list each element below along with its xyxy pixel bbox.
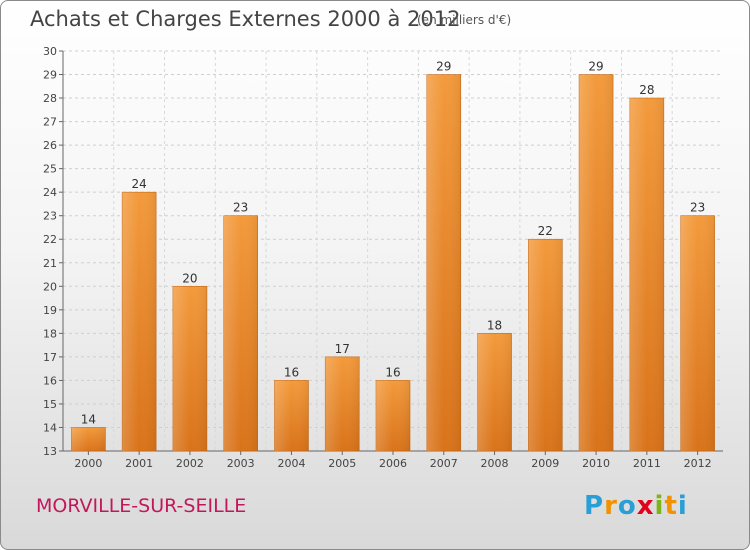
logo-letter: i [654, 491, 665, 521]
y-tick-label: 20 [43, 280, 57, 293]
bar-value-label: 22 [538, 224, 553, 238]
bar-highlight [426, 74, 461, 451]
y-tick-label: 19 [43, 304, 57, 317]
bar-value-label: 29 [588, 60, 603, 74]
bar-highlight [528, 239, 563, 451]
bar-highlight [122, 192, 157, 452]
y-tick-label: 26 [43, 139, 57, 152]
bar-value-label: 28 [639, 83, 654, 97]
y-tick-label: 14 [43, 421, 57, 434]
logo-letter: r [604, 491, 618, 521]
x-tick-label: 2005 [328, 457, 356, 470]
y-tick-label: 15 [43, 398, 57, 411]
bar-highlight [71, 427, 106, 451]
y-tick-label: 17 [43, 351, 57, 364]
logo-letter: i [677, 491, 688, 521]
y-tick-label: 21 [43, 257, 57, 270]
x-tick-label: 2010 [582, 457, 610, 470]
x-tick-label: 2008 [481, 457, 509, 470]
x-tick-label: 2007 [430, 457, 458, 470]
commune-name: MORVILLE-SUR-SEILLE [36, 495, 247, 517]
y-tick-label: 16 [43, 374, 57, 387]
bar-value-label: 17 [335, 342, 350, 356]
proxiti-logo: Proxiti [584, 491, 688, 521]
bar-value-label: 16 [284, 365, 299, 379]
bar-highlight [172, 286, 207, 451]
y-tick-label: 30 [43, 45, 57, 58]
x-tick-label: 2011 [633, 457, 661, 470]
y-tick-label: 23 [43, 210, 57, 223]
y-tick-label: 22 [43, 233, 57, 246]
y-tick-label: 27 [43, 116, 57, 129]
bar-value-label: 23 [690, 201, 705, 215]
x-tick-label: 2004 [277, 457, 305, 470]
bar-value-label: 18 [487, 318, 502, 332]
y-tick-label: 18 [43, 327, 57, 340]
bar-value-label: 16 [385, 365, 400, 379]
logo-letter: o [617, 491, 637, 521]
x-tick-label: 2003 [227, 457, 255, 470]
y-tick-label: 28 [43, 92, 57, 105]
bar-value-label: 24 [132, 177, 147, 191]
bar-highlight [274, 380, 309, 451]
x-tick-label: 2002 [176, 457, 204, 470]
bar-highlight [680, 215, 715, 451]
bar-highlight [629, 98, 664, 451]
y-tick-label: 13 [43, 445, 57, 458]
x-tick-label: 2001 [125, 457, 153, 470]
y-tick-label: 24 [43, 186, 57, 199]
bar-highlight [579, 74, 614, 451]
logo-letter: P [584, 491, 605, 521]
bar-value-label: 23 [233, 201, 248, 215]
x-tick-label: 2000 [74, 457, 102, 470]
bar-value-label: 29 [436, 60, 451, 74]
logo-letter: x [636, 491, 655, 521]
chart-unit: (en milliers d'€) [417, 13, 512, 27]
bar-highlight [376, 380, 410, 451]
logo-letter: t [664, 491, 678, 521]
chart-title: Achats et Charges Externes 2000 à 2012 [30, 7, 461, 31]
bar-highlight [477, 333, 512, 451]
bar-value-label: 20 [182, 271, 197, 285]
x-tick-label: 2012 [684, 457, 712, 470]
x-tick-label: 2006 [379, 457, 407, 470]
x-tick-label: 2009 [531, 457, 559, 470]
bar-highlight [223, 215, 258, 451]
bar-highlight [325, 356, 360, 451]
bar-value-label: 14 [81, 412, 96, 426]
y-tick-label: 29 [43, 69, 57, 82]
y-tick-label: 25 [43, 163, 57, 176]
